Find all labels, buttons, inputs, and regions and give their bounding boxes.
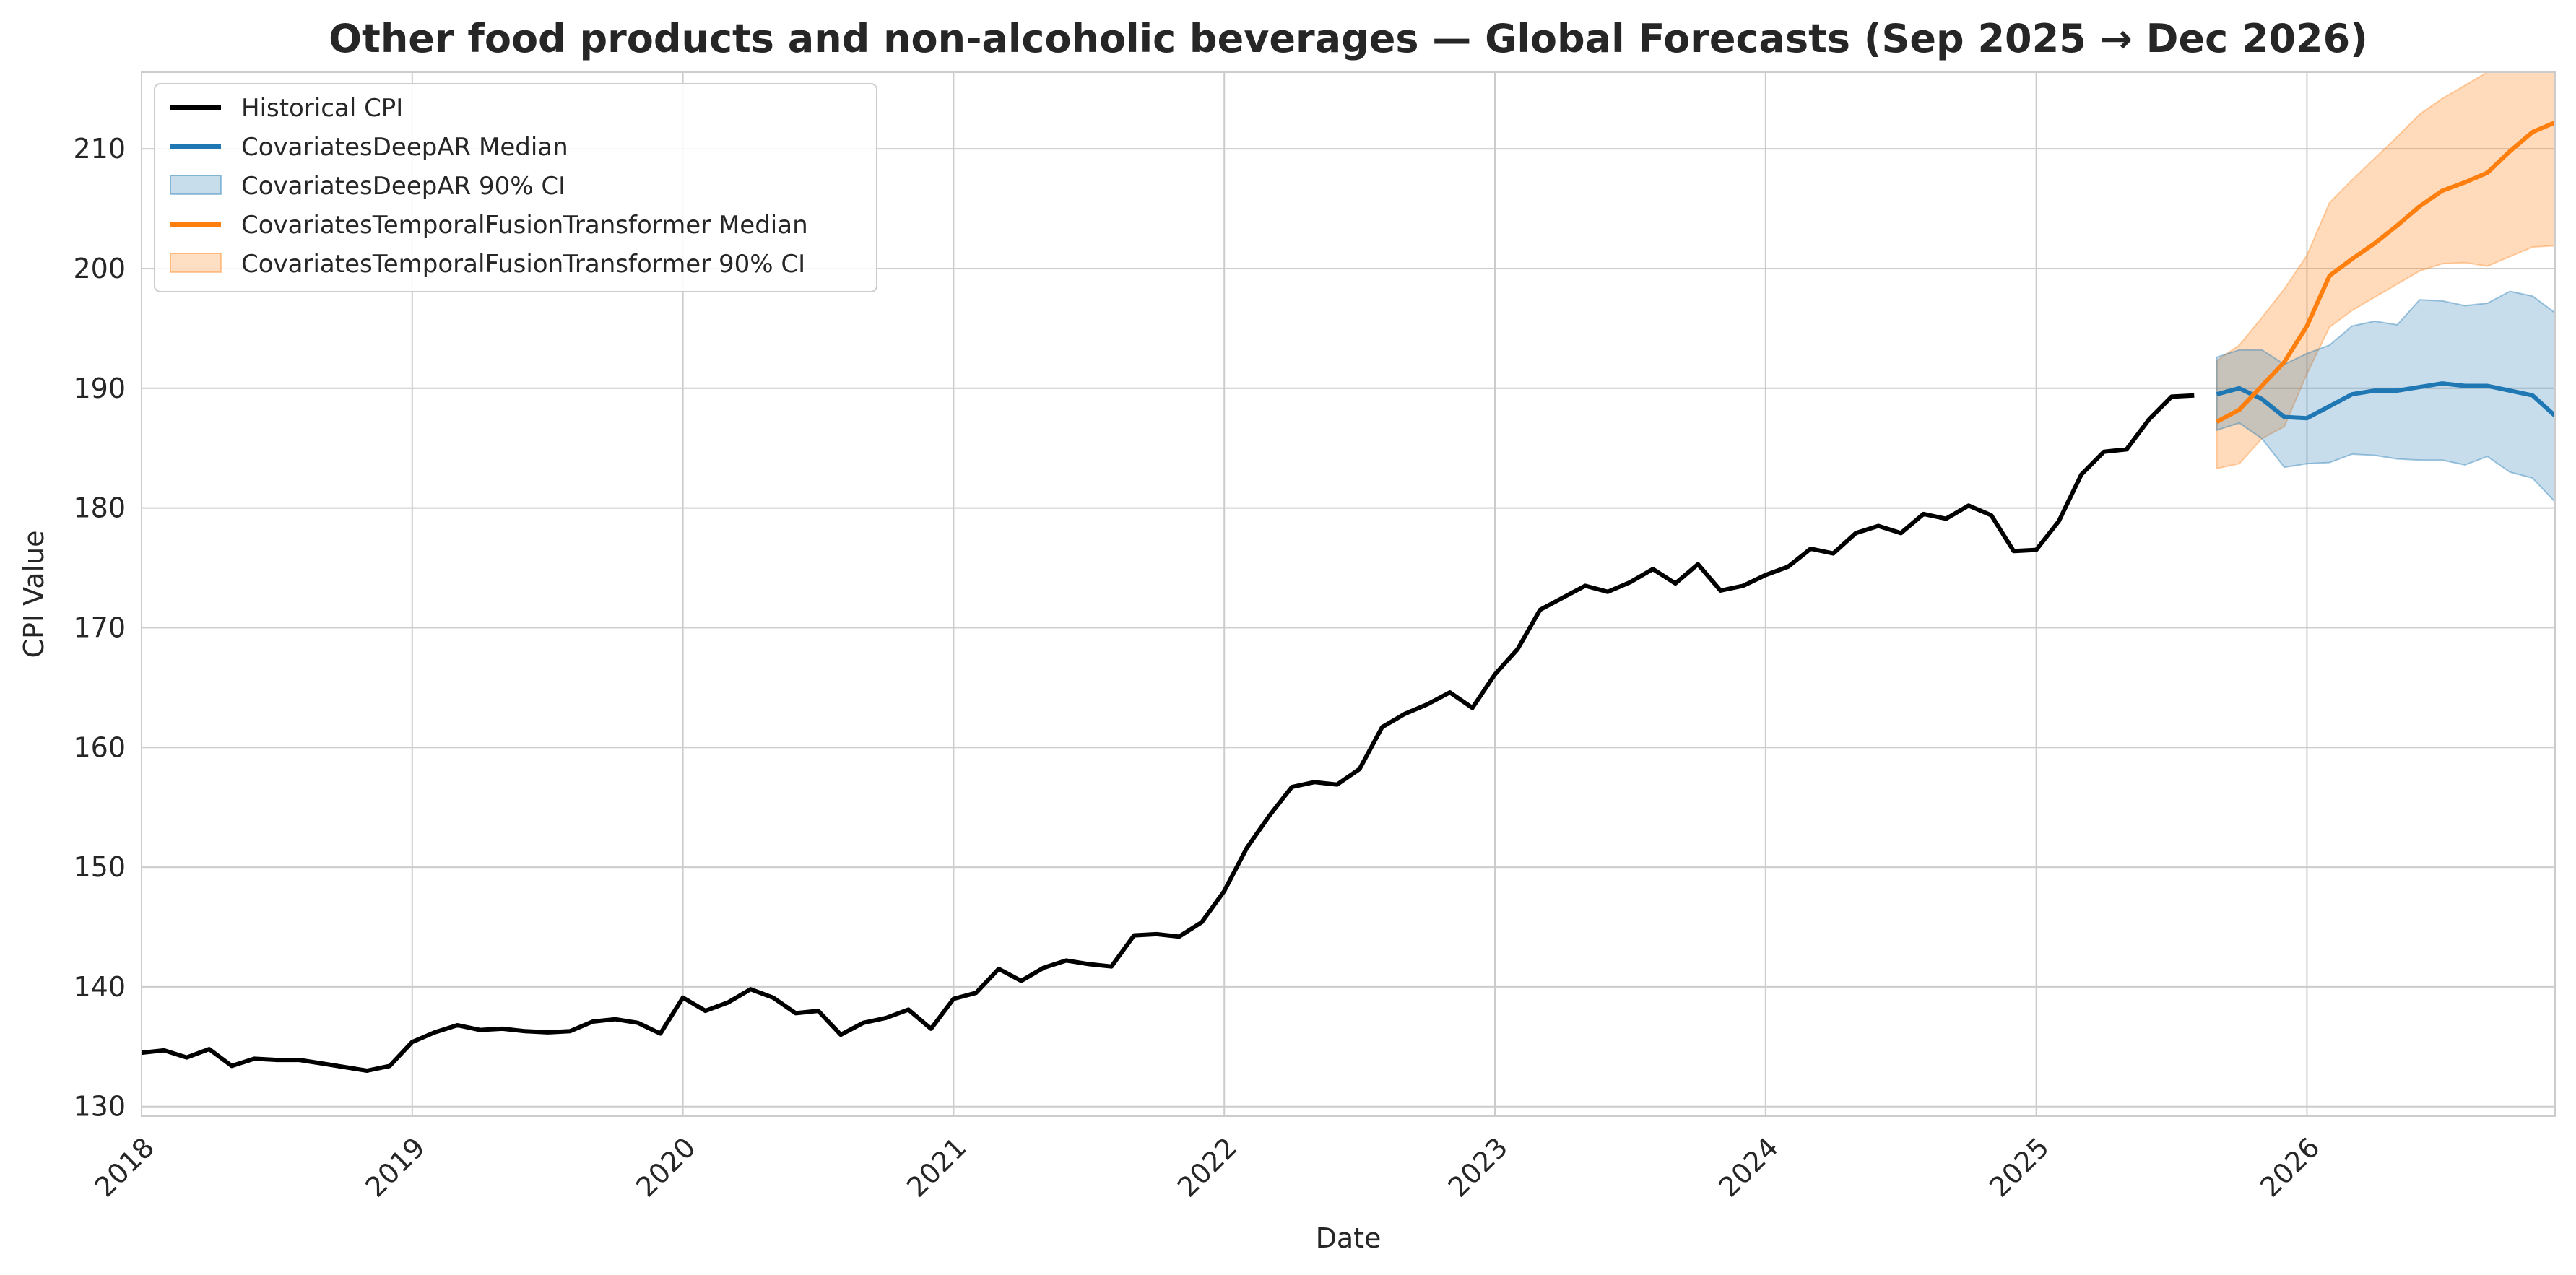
legend-tft-ci-swatch [170,253,222,273]
series-group [142,72,2555,1073]
legend-tft-ci-label: CovariatesTemporalFusionTransformer 90% … [241,250,805,279]
y-axis-label: CPI Value [18,530,50,658]
deepar-median-line [2216,381,2555,421]
y-tick-label: 170 [73,612,126,643]
legend-deepar-ci-label: CovariatesDeepAR 90% CI [241,172,565,201]
legend: Historical CPI CovariatesDeepAR Median C… [154,83,877,292]
historical-cpi-line [142,393,2195,1073]
y-tick-label: 140 [73,971,126,1003]
y-tick-label: 130 [73,1091,126,1123]
legend-deepar-ci-swatch [170,175,222,195]
y-tick-label: 180 [73,492,126,524]
y-tick-label: 190 [73,373,126,404]
y-axis-ticks: 130 140 150 160 170 180 190 200 210 [73,133,126,1123]
tft-ci-band [2216,72,2555,470]
legend-tft-median-label: CovariatesTemporalFusionTransformer Medi… [241,211,808,240]
y-tick-label: 200 [73,253,126,284]
deepar-ci-band [2216,290,2555,503]
legend-historical-label: Historical CPI [241,94,403,123]
x-axis-label: Date [1316,1222,1382,1254]
plot-frame [141,71,2556,1117]
y-tick-label: 210 [73,133,126,165]
tft-median-line [2216,120,2555,424]
chart-title: Other food products and non-alcoholic be… [329,16,2368,61]
y-tick-label: 160 [73,731,126,763]
legend-deepar-median-label: CovariatesDeepAR Median [241,133,568,162]
legend-box [154,83,877,292]
y-tick-label: 150 [73,851,126,883]
plot-area [142,72,2555,1073]
